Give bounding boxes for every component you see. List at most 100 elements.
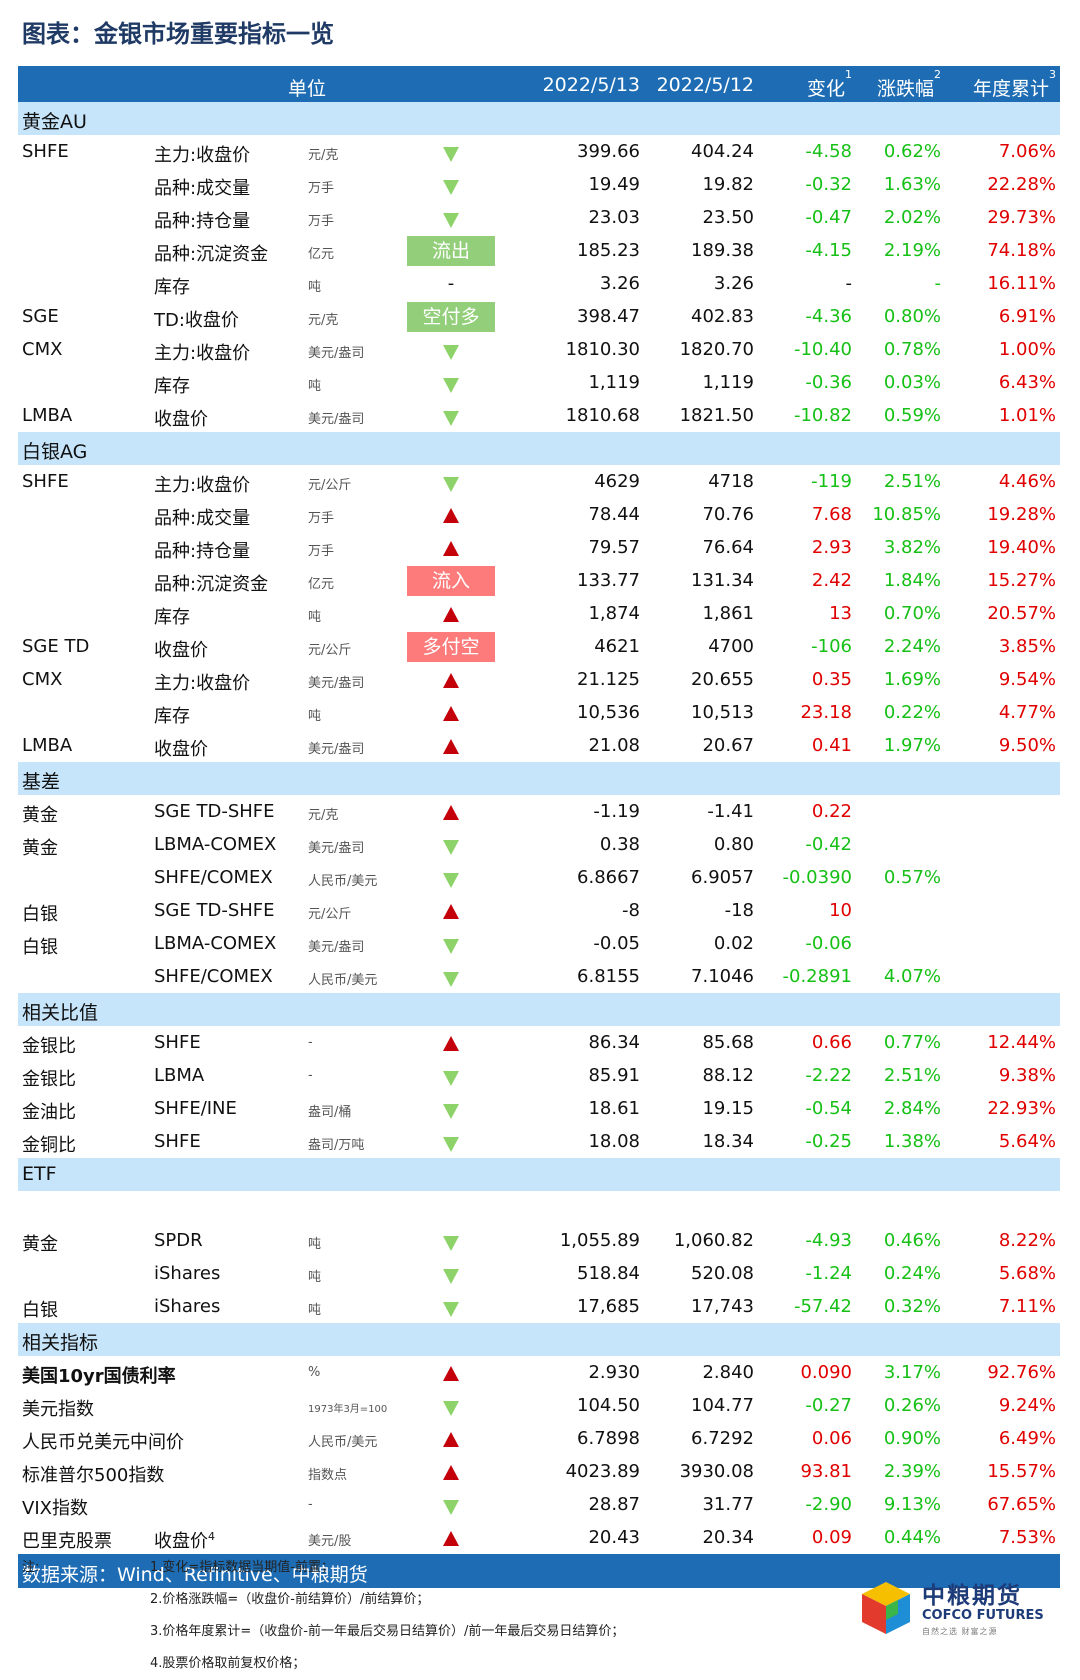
row-change: -0.42 — [805, 834, 852, 855]
row-pct: 10.85% — [872, 504, 941, 525]
table-row: 金银比 SHFE - 86.34 85.68 0.66 0.77% 12.44% — [18, 1026, 1060, 1059]
row-ytd: 19.40% — [987, 537, 1056, 558]
up-arrow-icon — [443, 1432, 459, 1447]
row-value-date1: 0.38 — [599, 834, 640, 855]
row-item: 主力:收盘价 — [154, 339, 250, 365]
row-pct: 0.24% — [883, 1263, 941, 1284]
row-unit: 吨 — [308, 709, 322, 724]
row-value-date1: -8 — [622, 900, 640, 921]
row-ytd: 15.57% — [987, 1461, 1056, 1482]
row-unit: 美元/盎司 — [308, 346, 365, 361]
row-item-text: 品种:成交量 — [154, 178, 251, 199]
row-value-date2: 23.50 — [702, 207, 754, 228]
row-ytd: 7.11% — [998, 1296, 1056, 1317]
note-1: 1.变化=指标数据当期值-前置； — [150, 1560, 334, 1575]
row-item-text: 收盘价 — [154, 1531, 208, 1552]
up-arrow-icon — [443, 1531, 459, 1546]
row-value-date1: 1,119 — [588, 372, 640, 393]
row-ytd: 1.00% — [998, 339, 1056, 360]
row-ytd: 5.68% — [998, 1263, 1056, 1284]
row-item: iShares — [154, 1263, 220, 1284]
row-pct: 1.84% — [883, 570, 941, 591]
row-value-date2: 7.1046 — [691, 966, 754, 987]
row-value-date1: 86.34 — [588, 1032, 640, 1053]
section-title: 相关比值 — [22, 1002, 99, 1024]
row-change: -0.25 — [805, 1131, 852, 1152]
note-2: 2.价格涨跌幅=（收盘价-前结算价）/前结算价； — [150, 1592, 430, 1607]
table-row: 金油比 SHFE/INE 盎司/桶 18.61 19.15 -0.54 2.84% 22.93… — [18, 1092, 1060, 1125]
row-item-text: SGE TD-SHFE — [154, 801, 275, 822]
row-pct: 2.51% — [883, 471, 941, 492]
row-unit: 万手 — [308, 511, 335, 526]
row-unit: 万手 — [308, 544, 335, 559]
row-ytd: 6.43% — [998, 372, 1056, 393]
row-item: 收盘价4 — [154, 1527, 215, 1553]
row-group: VIX指数 — [22, 1498, 88, 1519]
row-ytd: 6.91% — [998, 306, 1056, 327]
row-indicator — [406, 1098, 496, 1124]
row-item-text: SGE TD-SHFE — [154, 900, 275, 921]
row-value-date1: 1810.30 — [565, 339, 640, 360]
row-indicator — [406, 603, 496, 627]
row-change: -4.15 — [805, 240, 852, 261]
row-item: SGE TD-SHFE — [154, 900, 275, 921]
row-item-text: iShares — [154, 1263, 221, 1284]
header-unit: 单位 — [288, 78, 327, 100]
row-value-date1: 17,685 — [577, 1296, 640, 1317]
row-value-date1: 3.26 — [599, 273, 640, 294]
header-date1: 2022/5/13 — [542, 74, 640, 96]
row-value-date2: 131.34 — [691, 570, 754, 591]
row-value-date2: 1820.70 — [679, 339, 754, 360]
row-pct: 0.46% — [883, 1230, 941, 1251]
row-pct: 1.97% — [883, 735, 941, 756]
table-row: 标准普尔500指数 指数点 4023.89 3930.08 93.81 2.39% 15.5… — [18, 1455, 1060, 1488]
row-value-date2: 20.655 — [691, 669, 754, 690]
row-indicator — [406, 471, 496, 497]
cofco-logo: 中粮期货 COFCO FUTURES 自然之选 财富之源 — [856, 1574, 1052, 1644]
row-unit: 盎司/万吨 — [308, 1138, 365, 1153]
row-item: SHFE — [154, 1131, 201, 1152]
row-change: 13 — [829, 603, 852, 624]
row-change: -1.24 — [805, 1263, 852, 1284]
up-arrow-icon — [443, 706, 459, 721]
row-unit: 吨 — [308, 379, 322, 394]
row-unit: 指数点 — [308, 1468, 348, 1483]
table-row — [18, 1191, 1060, 1224]
row-value-date1: 4621 — [594, 636, 640, 657]
row-value-date2: 3930.08 — [679, 1461, 754, 1482]
section-title: 白银AG — [22, 441, 88, 463]
row-group: SHFE — [22, 471, 69, 492]
row-item: SHFE/INE — [154, 1098, 237, 1119]
row-item: 收盘价 — [154, 636, 208, 662]
table-row: 金银比 LBMA - 85.91 88.12 -2.22 2.51% 9.38% — [18, 1059, 1060, 1092]
row-indicator — [406, 339, 496, 365]
row-value-date1: 6.8155 — [577, 966, 640, 987]
row-unit: 万手 — [308, 181, 335, 196]
row-pct: 3.17% — [883, 1362, 941, 1383]
row-unit: 吨 — [308, 1237, 322, 1252]
down-arrow-icon — [443, 840, 459, 855]
row-group: 白银 — [22, 937, 58, 958]
table-row: SHFE 主力:收盘价 元/克 399.66 404.24 -4.58 0.62% 7.06% — [18, 135, 1060, 168]
row-value-date1: 21.125 — [577, 669, 640, 690]
row-item: 品种:成交量 — [154, 174, 250, 200]
row-value-date1: -1.19 — [593, 801, 640, 822]
row-item-text: SPDR — [154, 1230, 203, 1251]
row-value-date1: 518.84 — [577, 1263, 640, 1284]
row-value-date1: 23.03 — [588, 207, 640, 228]
row-change: -10.40 — [793, 339, 852, 360]
row-change: 0.41 — [811, 735, 852, 756]
row-group: 黄金 — [22, 805, 58, 826]
section-header: ETF — [18, 1158, 1060, 1191]
row-item: LBMA-COMEX — [154, 933, 276, 954]
row-indicator — [406, 1461, 496, 1485]
row-value-date2: 404.24 — [691, 141, 754, 162]
row-change: -4.93 — [805, 1230, 852, 1251]
row-change: 0.09 — [811, 1527, 852, 1548]
row-value-date1: 21.08 — [588, 735, 640, 756]
row-item: 品种:持仓量 — [154, 207, 250, 233]
row-change: -2.90 — [805, 1494, 852, 1515]
row-unit: 盎司/桶 — [308, 1105, 352, 1120]
table-row: CMX 主力:收盘价 美元/盎司 21.125 20.655 0.35 1.69% 9.54% — [18, 663, 1060, 696]
row-ytd: 5.64% — [998, 1131, 1056, 1152]
